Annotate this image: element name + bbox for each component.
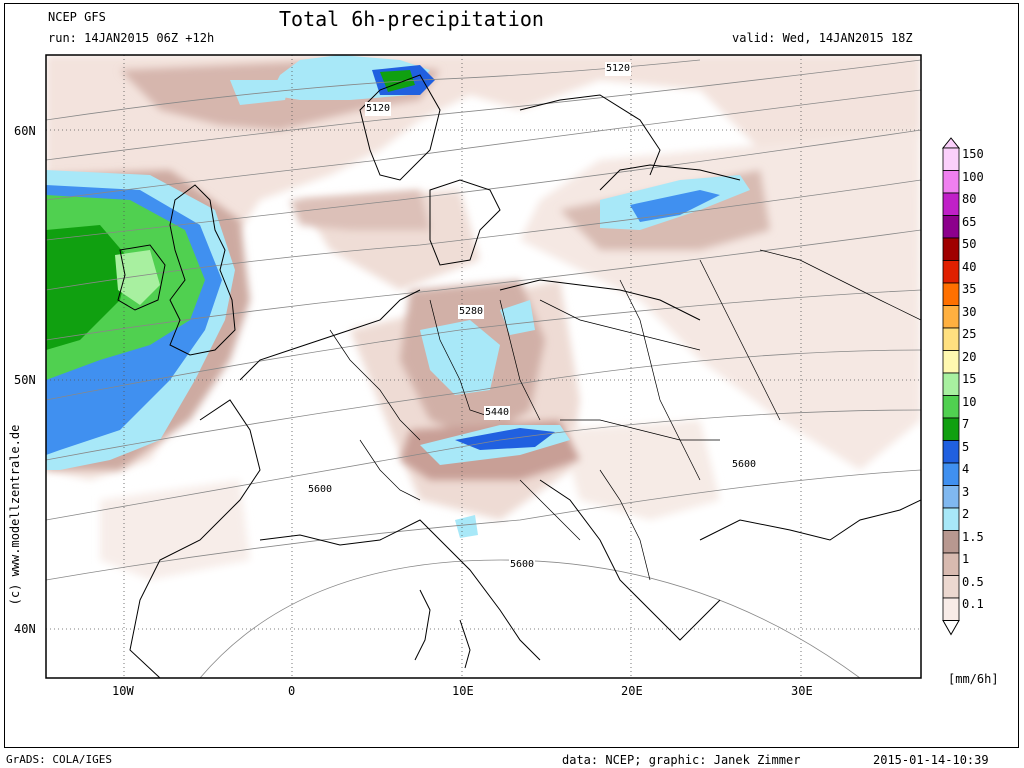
- legend-swatch-10: [942, 395, 960, 419]
- legend-label-1-5: 1.5: [962, 529, 984, 544]
- legend-label-3: 3: [962, 484, 970, 499]
- legend-swatch-1: [942, 552, 960, 576]
- map-title: Total 6h-precipitation: [279, 7, 544, 31]
- footer-credits: data: NCEP; graphic: Janek Zimmer: [562, 753, 801, 767]
- legend-label-0-5: 0.5: [962, 574, 984, 589]
- legend-label-7: 7: [962, 417, 970, 431]
- legend-swatch-50: [942, 237, 960, 261]
- footer-software: GrADS: COLA/IGES: [6, 753, 112, 766]
- contour-label: 5120: [365, 102, 392, 116]
- legend-label-80: 80: [962, 192, 977, 206]
- legend-label-1: 1: [962, 552, 970, 566]
- lon-label-0: 0: [288, 684, 296, 698]
- legend-swatch-5: [942, 440, 960, 464]
- legend-swatch-0-5: [942, 575, 960, 599]
- contour-label: 5120: [605, 62, 632, 76]
- contour-label: 5440: [484, 406, 511, 420]
- lon-label-20e: 20E: [621, 684, 643, 698]
- legend-swatch-35: [942, 282, 960, 306]
- legend-arrow-bottom: [942, 620, 960, 636]
- legend-swatch-4: [942, 462, 960, 486]
- legend-swatch-30: [942, 305, 960, 329]
- figure-frame: [4, 3, 1019, 748]
- legend-swatch-20: [942, 350, 960, 374]
- legend-swatch-7: [942, 417, 960, 441]
- legend-label-35: 35: [962, 282, 977, 296]
- contour-label: 5600: [307, 483, 334, 497]
- contour-label: 5600: [731, 458, 758, 472]
- legend-label-150: 150: [962, 147, 984, 161]
- lon-label-10e: 10E: [452, 684, 474, 698]
- valid-time: valid: Wed, 14JAN2015 18Z: [732, 31, 913, 45]
- lat-label-50n: 50N: [14, 373, 36, 387]
- legend-label-5: 5: [962, 439, 970, 454]
- legend-swatch-2: [942, 507, 960, 531]
- legend-label-20: 20: [962, 349, 977, 364]
- footer-timestamp: 2015-01-14-10:39: [873, 753, 989, 767]
- legend-swatch-80: [942, 192, 960, 216]
- country-borders: [329, 249, 921, 581]
- coastlines: [117, 74, 921, 678]
- lat-label-60n: 60N: [14, 124, 36, 138]
- legend-label-15: 15: [962, 372, 977, 386]
- contour-label: 5600: [509, 558, 536, 572]
- legend-label-40: 40: [962, 259, 977, 274]
- legend-swatch-65: [942, 215, 960, 239]
- legend-swatch-1-5: [942, 530, 960, 554]
- contour-label: 5280: [458, 305, 485, 319]
- legend-swatch-100: [942, 170, 960, 194]
- map-area: [46, 55, 921, 678]
- legend-swatch-15: [942, 372, 960, 396]
- legend-label-30: 30: [962, 304, 977, 319]
- legend-swatch-40: [942, 260, 960, 284]
- legend-label-10: 10: [962, 394, 977, 409]
- legend-label-2: 2: [962, 507, 970, 521]
- legend-swatch-3: [942, 485, 960, 509]
- legend-swatch-25: [942, 327, 960, 351]
- legend-label-25: 25: [962, 327, 977, 341]
- legend-swatch-150: [942, 147, 960, 171]
- model-name: NCEP GFS: [48, 10, 106, 24]
- legend-label-50: 50: [962, 237, 977, 251]
- legend-label-100: 100: [962, 169, 984, 184]
- lat-label-40n: 40N: [14, 622, 36, 636]
- heavy-precip-fields: [46, 55, 750, 538]
- lon-label-30e: 30E: [791, 684, 813, 698]
- legend-label-0-1: 0.1: [962, 597, 984, 611]
- map-border: [45, 54, 922, 679]
- legend-label-4: 4: [962, 462, 970, 476]
- legend-label-65: 65: [962, 214, 977, 229]
- lon-label-10w: 10W: [112, 684, 134, 698]
- legend-unit: [mm/6h]: [948, 672, 999, 686]
- legend-arrow-top: [941, 137, 961, 149]
- run-info: run: 14JAN2015 06Z +12h: [48, 31, 215, 45]
- legend-swatch-0-1: [942, 597, 960, 621]
